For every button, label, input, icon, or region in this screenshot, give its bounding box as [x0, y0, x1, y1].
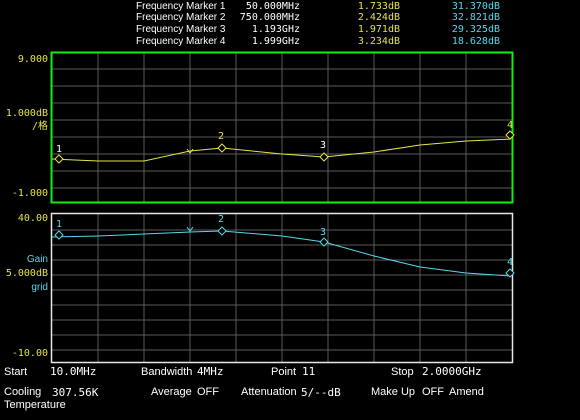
marker-number: 1: [56, 219, 63, 230]
marker-diamond[interactable]: [217, 226, 227, 236]
marker-frequency: 750.000MHz: [239, 12, 300, 23]
marker-value-bottom: 31.370dB: [451, 1, 500, 12]
stop-value[interactable]: 2.0000GHz: [422, 365, 482, 378]
marker-number: 1: [56, 144, 63, 155]
bottom-plot-unit: grid: [31, 282, 48, 293]
marker-value-top: 1.971dB: [357, 24, 400, 35]
marker-number: 2: [218, 214, 225, 225]
marker-value-top: 2.424dB: [357, 12, 400, 23]
bottom-plot-ymin: -10.00: [11, 348, 48, 359]
marker-label: Frequency Marker 4: [136, 36, 226, 47]
point-label: Point: [271, 366, 297, 378]
marker-number: 3: [320, 140, 327, 151]
bottom-plot[interactable]: [50, 212, 515, 364]
top-plot-trace: [51, 138, 512, 162]
average-value[interactable]: OFF: [197, 386, 219, 398]
cooling-label: Cooling: [4, 386, 42, 398]
top-plot-scale: 1.000dB: [5, 108, 48, 119]
bottom-plot-border: [50, 212, 514, 364]
bottom-plot-grid: [52, 214, 512, 362]
top-plot[interactable]: [50, 51, 515, 204]
top-plot-unit: /格: [31, 121, 48, 132]
marker-value-top: 3.234dB: [357, 36, 400, 47]
attenuation-value[interactable]: 5/--dB: [301, 386, 341, 399]
bandwidth-caret: [186, 226, 194, 232]
bandwidth-label: Bandwidth: [141, 366, 193, 378]
cooling-value: 307.56K: [52, 386, 99, 399]
bottom-plot-name: Gain: [26, 254, 48, 265]
marker-diamond[interactable]: [319, 152, 329, 162]
temperature-label: Temperature: [4, 399, 66, 411]
marker-diamond[interactable]: [54, 230, 64, 240]
marker-number: 4: [507, 120, 514, 131]
marker-value-bottom: 29.325dB: [451, 24, 500, 35]
top-plot-ymin: -1.000: [11, 188, 48, 199]
bottom-plot-scale: 5.000dB: [5, 268, 48, 279]
marker-number: 2: [218, 131, 225, 142]
makeup-label: Make Up: [371, 386, 416, 398]
marker-label: Frequency Marker 3: [136, 24, 226, 35]
top-plot-border: [50, 51, 514, 204]
marker-value-bottom: 18.628dB: [451, 36, 500, 47]
marker-number: 3: [320, 227, 327, 238]
marker-value-bottom: 32.821dB: [451, 12, 500, 23]
marker-frequency: 1.999GHz: [251, 36, 300, 47]
bandwidth-value[interactable]: 4MHz: [197, 365, 224, 378]
marker-diamond[interactable]: [319, 237, 329, 247]
marker-frequency: 50.000MHz: [245, 1, 300, 12]
marker-diamond[interactable]: [54, 154, 64, 164]
marker-label: Frequency Marker 2: [136, 12, 226, 23]
marker-value-top: 1.733dB: [357, 1, 400, 12]
marker-diamond[interactable]: [505, 130, 515, 140]
marker-frequency: 1.193GHz: [251, 24, 300, 35]
top-plot-ymax: 9.000: [17, 54, 48, 65]
marker-diamond[interactable]: [505, 268, 515, 278]
stop-label: Stop: [391, 366, 414, 378]
point-value[interactable]: 11: [302, 365, 316, 378]
marker-label: Frequency Marker 1: [136, 1, 226, 12]
start-label: Start: [4, 366, 28, 378]
bottom-plot-ymax: 40.00: [17, 213, 48, 224]
bandwidth-caret: [186, 148, 194, 154]
start-value[interactable]: 10.0MHz: [50, 365, 97, 378]
amend-button[interactable]: Amend: [449, 386, 484, 398]
attenuation-label: Attenuation: [241, 386, 297, 398]
makeup-value[interactable]: OFF: [422, 386, 444, 398]
marker-diamond[interactable]: [217, 143, 227, 153]
marker-number: 4: [507, 257, 514, 268]
bottom-plot-trace: [51, 230, 512, 277]
top-plot-grid: [52, 53, 512, 202]
average-label: Average: [151, 386, 192, 398]
